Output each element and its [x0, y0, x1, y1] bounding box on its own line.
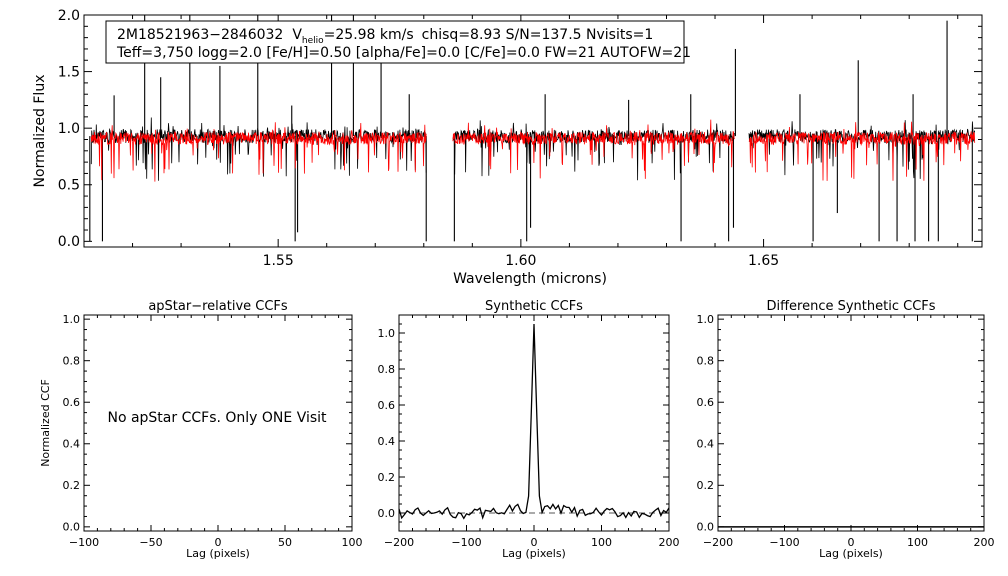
synthetic-fit-line [90, 119, 976, 182]
star-id: 2M18521963−2846032 [117, 27, 283, 43]
spectrum-info-box: 2M18521963−2846032 Vhelio=25.98 km/s chisq… [105, 20, 691, 64]
difference-ccf-xtick-label: 100 [907, 536, 928, 549]
synthetic-ccf-title: Synthetic CCFs [485, 299, 583, 314]
difference-ccf-xtick-label: 200 [974, 536, 995, 549]
difference-ccf-panel: −200 −100 0 100 200 0.0 0.2 0.4 0.6 0.8 1.0 Differ… [697, 299, 995, 560]
synthetic-ccf-ytick-label: 0.0 [378, 507, 396, 520]
apstar-ccf-ylabel: Normalized CCF [39, 379, 52, 467]
apstar-ccf-axes-layer: −100 −50 0 50 100 0.0 0.2 0.4 0.6 0.8 1.0 [63, 313, 363, 549]
spectrum-xtick-label: 1.65 [748, 253, 779, 269]
difference-ccf-xtick-label: 0 [848, 536, 855, 549]
velocity-symbol: V [292, 27, 302, 43]
synthetic-ccf-frame [398, 314, 670, 532]
synthetic-ccf-xlabel: Lag (pixels) [502, 547, 566, 560]
apstar-ccf-panel: −100 −50 0 50 100 0.0 0.2 0.4 0.6 0.8 1.0 apStar−r… [39, 299, 363, 560]
difference-ccf-ytick-label: 1.0 [697, 313, 715, 326]
spectrum-panel: 1.55 1.60 1.65 0.0 0.5 1.0 1.5 2.0 2M18521963−2… [32, 8, 983, 287]
apstar-ccf-ytick-label: 0.8 [63, 355, 81, 368]
spectrum-xlabel: Wavelength (microns) [453, 271, 607, 287]
no-ccf-message: No apStar CCFs. Only ONE Visit [107, 410, 327, 426]
info-line-2: Teff=3,750 logg=2.0 [Fe/H]=0.50 [alpha/F… [116, 45, 691, 61]
synthetic-ccf-xtick-label: 0 [531, 536, 538, 549]
apstar-ccf-ytick-label: 0.4 [63, 438, 81, 451]
spectrum-xtick-label: 1.55 [263, 253, 294, 269]
spectrum-ytick-label: 2.0 [58, 8, 80, 24]
difference-ccf-ytick-label: 0.2 [697, 479, 715, 492]
spectrum-axes-layer: 1.55 1.60 1.65 0.0 0.5 1.0 1.5 2.0 [58, 8, 982, 269]
spectrum-xtick-label: 1.60 [505, 253, 536, 269]
synthetic-ccf-ytick-label: 1.0 [378, 327, 396, 340]
difference-ccf-ytick-label: 0.0 [697, 521, 715, 534]
synthetic-ccf-series-layer [398, 323, 670, 520]
synthetic-ccf-ytick-label: 0.2 [378, 471, 396, 484]
synthetic-ccf-ytick-label: 0.8 [378, 363, 396, 376]
fit-stats: chisq=8.93 S/N=137.5 Nvisits=1 [422, 27, 654, 43]
info-box-border [105, 20, 685, 64]
synthetic-ccf-ytick-label: 0.4 [378, 435, 396, 448]
apstar-ccf-xlabel: Lag (pixels) [186, 547, 250, 560]
synthetic-ccf-xtick-label: −100 [451, 536, 481, 549]
synthetic-ccf-panel: −200 −100 0 100 200 0.0 0.2 0.4 0.6 0.8 1.0 Synthe… [378, 299, 680, 560]
difference-ccf-xtick-label: −100 [769, 536, 799, 549]
spectrum-ytick-label: 1.0 [58, 121, 80, 137]
spectrum-ylabel: Normalized Flux [32, 75, 48, 188]
synthetic-ccf-ytick-label: 0.6 [378, 399, 396, 412]
spectrum-ytick-label: 0.5 [58, 178, 80, 194]
apstar-ccf-ytick-label: 1.0 [63, 313, 81, 326]
apstar-ccf-xtick-label: −100 [69, 536, 99, 549]
apstar-ccf-xtick-label: 50 [278, 536, 292, 549]
synthetic-ccf-xtick-label: 100 [591, 536, 612, 549]
difference-ccf-axes-layer: −200 −100 0 100 200 0.0 0.2 0.4 0.6 0.8 1.0 [697, 313, 995, 549]
spectrum-ytick-label: 0.0 [58, 234, 80, 250]
apstar-ccf-xtick-label: 100 [342, 536, 363, 549]
difference-ccf-ytick-label: 0.6 [697, 396, 715, 409]
apstar-ccf-xtick-label: 0 [215, 536, 222, 549]
apstar-ccf-title: apStar−relative CCFs [148, 299, 288, 314]
synthetic-ccf-xtick-label: −200 [384, 536, 414, 549]
velocity-subscript: helio [302, 36, 324, 46]
synthetic-ccf-axes-layer: −200 −100 0 100 200 0.0 0.2 0.4 0.6 0.8 1.0 [378, 314, 680, 549]
synthetic-ccf-line [398, 323, 670, 520]
difference-ccf-ytick-label: 0.4 [697, 438, 715, 451]
difference-ccf-frame [717, 314, 985, 532]
info-line-1: 2M18521963−2846032 Vhelio=25.98 km/s chisq… [117, 27, 653, 46]
spectrum-frame [83, 14, 983, 248]
difference-ccf-title: Difference Synthetic CCFs [766, 299, 935, 314]
spectrum-ytick-label: 1.5 [58, 64, 80, 80]
apstar-ccf-xtick-label: −50 [139, 536, 162, 549]
difference-ccf-xtick-label: −200 [703, 536, 733, 549]
apstar-ccf-ytick-label: 0.0 [63, 521, 81, 534]
spectrum-series-layer [89, 15, 976, 242]
apstar-ccf-frame [83, 314, 353, 532]
difference-ccf-xlabel: Lag (pixels) [819, 547, 883, 560]
apstar-ccf-ytick-label: 0.6 [63, 396, 81, 409]
velocity-value: =25.98 km/s [324, 27, 414, 43]
apstar-ccf-ytick-label: 0.2 [63, 479, 81, 492]
difference-ccf-ytick-label: 0.8 [697, 355, 715, 368]
observed-spectrum-line [90, 117, 976, 181]
synthetic-ccf-xtick-label: 200 [659, 536, 680, 549]
